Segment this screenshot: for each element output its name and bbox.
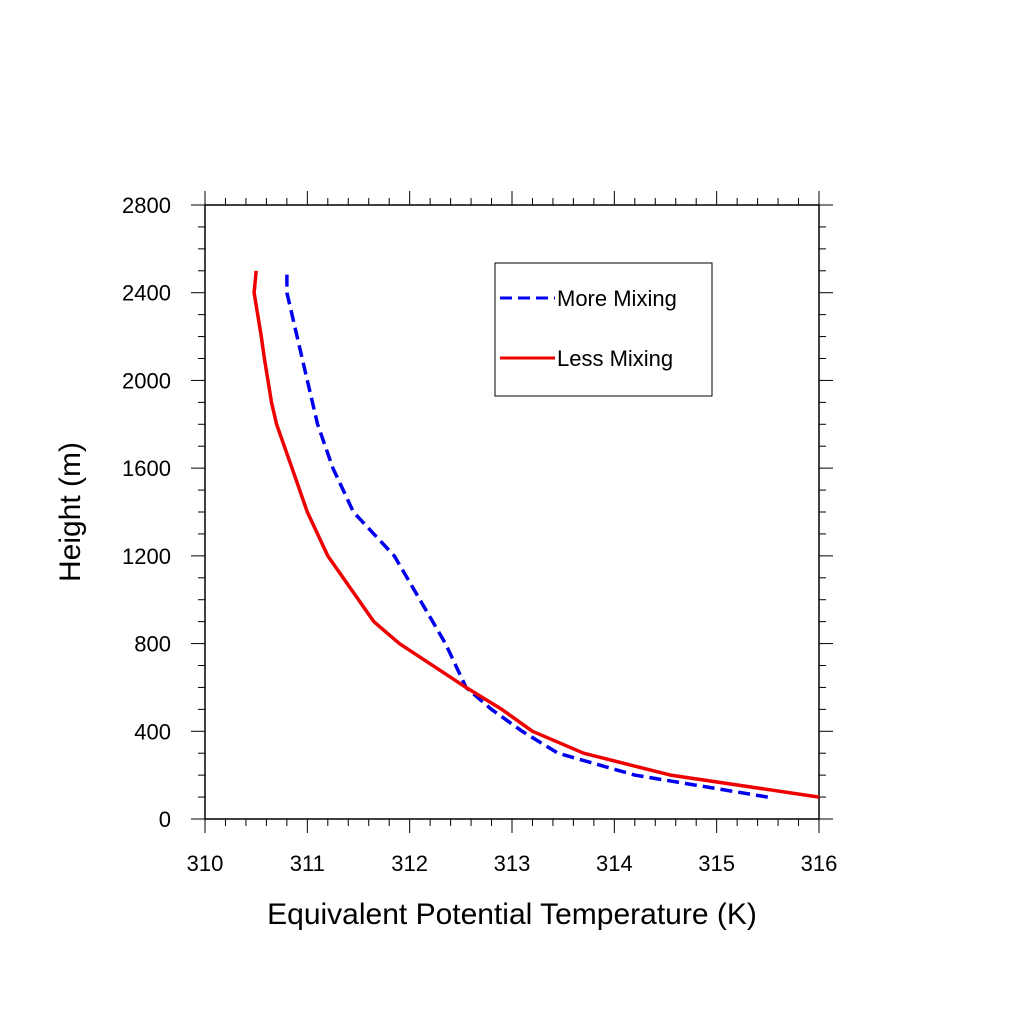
x-tick-label: 311 <box>290 851 325 876</box>
x-tick-label: 316 <box>801 851 838 876</box>
legend-box <box>494 262 713 397</box>
y-tick-label: 1600 <box>122 456 171 481</box>
series-lines <box>252 270 820 799</box>
y-tick-label: 1200 <box>122 544 171 569</box>
y-tick-label: 0 <box>159 807 171 832</box>
series-line-more-mixing <box>285 270 769 799</box>
x-tick-label: 314 <box>596 851 633 876</box>
y-tick-label: 400 <box>134 719 171 744</box>
x-tick-label: 310 <box>187 851 224 876</box>
legend-label-more-mixing: More Mixing <box>557 286 677 311</box>
y-tick-label: 2400 <box>122 281 171 306</box>
x-tick-label: 313 <box>494 851 531 876</box>
x-tick-label: 312 <box>391 851 428 876</box>
x-tick-label: 315 <box>698 851 735 876</box>
y-tick-label: 800 <box>134 632 171 657</box>
y-tick-label: 2800 <box>122 193 171 218</box>
legend-label-less-mixing: Less Mixing <box>557 346 673 371</box>
y-tick-label: 2000 <box>122 368 171 393</box>
y-axis-title: Height (m) <box>54 442 87 582</box>
x-axis-title: Equivalent Potential Temperature (K) <box>267 898 757 931</box>
tick-labels: 310 311 312 313 314 315 316 0 400 800 1200 1600 2000… <box>122 193 837 876</box>
series-line-less-mixing <box>252 270 820 799</box>
legend: More Mixing Less Mixing <box>494 262 713 397</box>
axis-ticks <box>191 191 833 833</box>
